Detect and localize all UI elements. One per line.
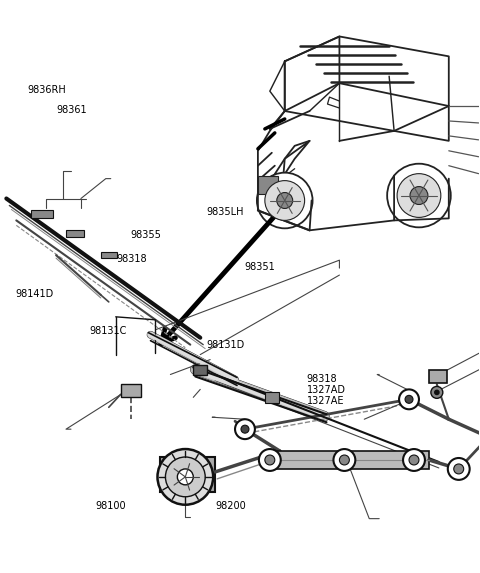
Bar — [31, 210, 53, 218]
Text: 9835LH: 9835LH — [206, 207, 244, 217]
Text: 1327AE: 1327AE — [307, 396, 344, 406]
Circle shape — [454, 464, 464, 474]
Circle shape — [241, 425, 249, 433]
Circle shape — [166, 457, 205, 497]
Bar — [265, 393, 279, 403]
Circle shape — [397, 174, 441, 217]
Circle shape — [277, 193, 293, 209]
Bar — [120, 384, 141, 397]
Text: 98351: 98351 — [245, 261, 276, 272]
Circle shape — [410, 187, 428, 205]
Circle shape — [399, 390, 419, 409]
Text: 98355: 98355 — [130, 230, 161, 240]
Circle shape — [157, 449, 213, 505]
Circle shape — [448, 458, 469, 480]
Bar — [265, 451, 429, 469]
Circle shape — [409, 455, 419, 465]
Circle shape — [178, 469, 193, 485]
Circle shape — [339, 455, 349, 465]
Circle shape — [387, 164, 451, 227]
Circle shape — [235, 419, 255, 439]
Text: 98318: 98318 — [116, 254, 146, 264]
Text: 98141D: 98141D — [16, 289, 54, 299]
Circle shape — [334, 449, 355, 471]
Circle shape — [431, 386, 443, 398]
Bar — [193, 364, 207, 375]
Text: 98318: 98318 — [307, 374, 337, 384]
Text: 98200: 98200 — [215, 501, 246, 511]
Circle shape — [265, 180, 305, 221]
Circle shape — [403, 449, 425, 471]
Text: 98131D: 98131D — [206, 340, 245, 350]
Text: 98100: 98100 — [96, 501, 126, 511]
Text: 98361: 98361 — [56, 105, 87, 115]
Circle shape — [257, 172, 312, 228]
Bar — [160, 457, 215, 492]
Bar — [429, 370, 447, 383]
Bar — [66, 230, 84, 237]
Bar — [258, 176, 278, 194]
Circle shape — [435, 390, 439, 394]
Text: 98131C: 98131C — [90, 326, 127, 336]
Circle shape — [405, 395, 413, 403]
Bar — [101, 252, 117, 258]
Text: 9836RH: 9836RH — [28, 85, 66, 95]
Text: 1327AD: 1327AD — [307, 385, 346, 395]
Circle shape — [259, 449, 281, 471]
Circle shape — [265, 455, 275, 465]
